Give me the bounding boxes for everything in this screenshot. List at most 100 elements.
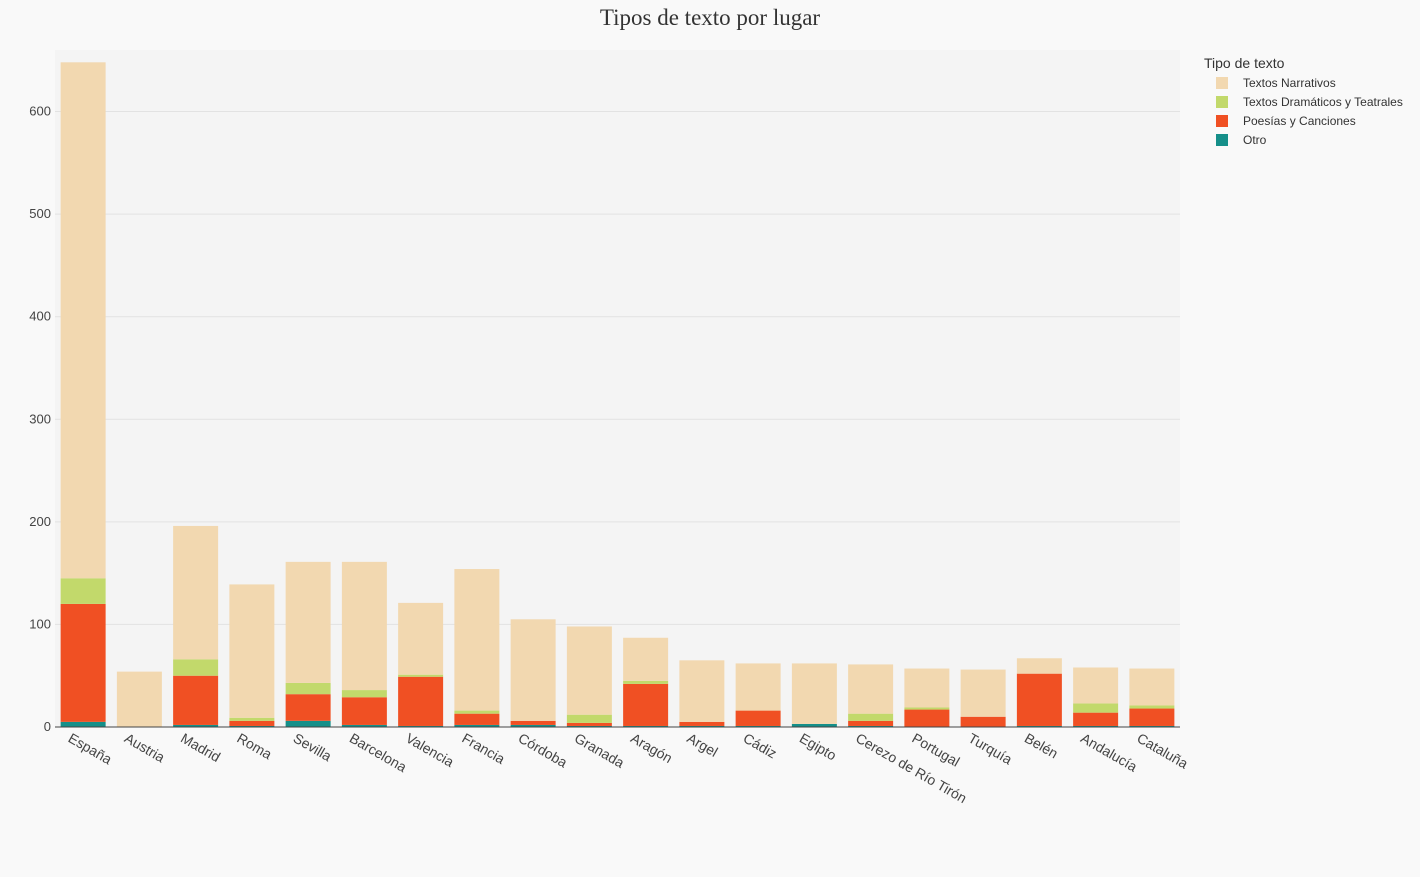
bar-poesias-y-canciones-andalucia[interactable] [1073, 712, 1119, 726]
bar-poesias-y-canciones-barcelona[interactable] [341, 697, 387, 725]
bar-otro-cataluna[interactable] [1129, 725, 1175, 727]
bar-poesias-y-canciones-espana[interactable] [60, 603, 106, 722]
legend-swatch-textos-narrativos[interactable] [1216, 77, 1228, 89]
legend-swatch-textos-dramaticos-y-teatrales[interactable] [1216, 96, 1228, 108]
bar-textos-dramaticos-y-teatrales-andalucia[interactable] [1073, 703, 1119, 713]
bar-otro-argel[interactable] [679, 725, 725, 727]
y-tick-label: 200 [29, 514, 51, 529]
legend-label-otro[interactable]: Otro [1243, 133, 1267, 147]
bar-poesias-y-canciones-cataluna[interactable] [1129, 708, 1175, 726]
bar-textos-narrativos-francia[interactable] [454, 569, 500, 711]
bar-textos-narrativos-portugal[interactable] [904, 668, 950, 708]
bar-poesias-y-canciones-portugal[interactable] [904, 709, 950, 727]
bar-textos-dramaticos-y-teatrales-portugal[interactable] [904, 707, 950, 710]
bar-textos-dramaticos-y-teatrales-aragon[interactable] [623, 680, 669, 684]
legend-swatch-poesias-y-canciones[interactable] [1216, 115, 1228, 127]
bar-textos-narrativos-granada[interactable] [566, 626, 612, 715]
bar-otro-roma[interactable] [229, 725, 275, 727]
bar-otro-francia[interactable] [454, 724, 500, 727]
bar-poesias-y-canciones-cadiz[interactable] [735, 710, 781, 726]
legend-label-textos-narrativos[interactable]: Textos Narrativos [1243, 76, 1336, 90]
bar-textos-narrativos-aragon[interactable] [623, 637, 669, 681]
bar-otro-sevilla[interactable] [285, 720, 331, 727]
x-tick-label: Francia [459, 730, 508, 767]
bar-textos-narrativos-cadiz[interactable] [735, 663, 781, 711]
bar-poesias-y-canciones-valencia[interactable] [398, 676, 444, 726]
x-tick-label: España [66, 730, 115, 768]
bar-textos-dramaticos-y-teatrales-valencia[interactable] [398, 674, 444, 677]
bar-textos-dramaticos-y-teatrales-madrid[interactable] [173, 659, 219, 676]
bar-poesias-y-canciones-roma[interactable] [229, 720, 275, 726]
bar-textos-narrativos-espana[interactable] [60, 62, 106, 579]
bar-poesias-y-canciones-madrid[interactable] [173, 675, 219, 725]
bar-textos-dramaticos-y-teatrales-granada[interactable] [566, 714, 612, 723]
bar-textos-narrativos-cerezo-de-rio-tiron[interactable] [848, 664, 894, 714]
bar-textos-dramaticos-y-teatrales-francia[interactable] [454, 710, 500, 714]
legend-label-poesias-y-canciones[interactable]: Poesías y Canciones [1243, 114, 1356, 128]
bar-textos-narrativos-egipto[interactable] [791, 663, 837, 724]
legend-label-textos-dramaticos-y-teatrales[interactable]: Textos Dramáticos y Teatrales [1243, 95, 1403, 109]
legend-swatch-otro[interactable] [1216, 134, 1228, 146]
bar-textos-narrativos-sevilla[interactable] [285, 561, 331, 683]
bar-textos-narrativos-valencia[interactable] [398, 602, 444, 675]
x-tick-label: Austria [122, 730, 168, 766]
bar-textos-dramaticos-y-teatrales-barcelona[interactable] [341, 690, 387, 698]
bar-otro-cordoba[interactable] [510, 724, 556, 727]
chart-title: Tipos de texto por lugar [600, 5, 821, 30]
bar-textos-dramaticos-y-teatrales-cataluna[interactable] [1129, 705, 1175, 709]
bar-textos-narrativos-barcelona[interactable] [341, 561, 387, 691]
x-tick-label: Cataluña [1134, 730, 1191, 772]
bar-textos-narrativos-roma[interactable] [229, 584, 275, 718]
bar-poesias-y-canciones-argel[interactable] [679, 721, 725, 726]
y-tick-label: 500 [29, 206, 51, 221]
x-tick-label: Barcelona [347, 730, 410, 775]
bars [60, 62, 1175, 727]
bar-textos-narrativos-cataluna[interactable] [1129, 668, 1175, 706]
bar-textos-narrativos-austria[interactable] [116, 671, 162, 727]
bar-otro-cadiz[interactable] [735, 725, 781, 727]
bar-otro-aragon[interactable] [623, 725, 669, 727]
bar-otro-cerezo-de-rio-tiron[interactable] [848, 725, 894, 727]
bar-textos-dramaticos-y-teatrales-roma[interactable] [229, 717, 275, 721]
bar-otro-espana[interactable] [60, 721, 106, 727]
bar-otro-egipto[interactable] [791, 723, 837, 727]
x-tick-label: Aragón [628, 730, 675, 766]
bar-otro-granada[interactable] [566, 725, 612, 727]
y-axis: 0 100 200 300 400 500 600 [29, 104, 51, 734]
bar-otro-madrid[interactable] [173, 724, 219, 727]
y-tick-label: 100 [29, 616, 51, 631]
bar-poesias-y-canciones-aragon[interactable] [623, 683, 669, 726]
x-tick-label: Cádiz [741, 730, 780, 762]
bar-poesias-y-canciones-turquia[interactable] [960, 716, 1006, 727]
x-tick-label: Granada [572, 730, 627, 771]
bar-otro-barcelona[interactable] [341, 724, 387, 727]
bar-poesias-y-canciones-cordoba[interactable] [510, 720, 556, 725]
bar-textos-narrativos-argel[interactable] [679, 660, 725, 722]
y-tick-label: 0 [44, 719, 51, 734]
bar-poesias-y-canciones-sevilla[interactable] [285, 694, 331, 721]
bar-otro-andalucia[interactable] [1073, 725, 1119, 727]
x-tick-label: Roma [234, 730, 275, 763]
legend: Tipo de texto Textos Narrativos Textos Dr… [1204, 55, 1403, 147]
x-axis: España Austria Madrid Roma Sevilla BarcelonaV… [66, 730, 1191, 807]
bar-poesias-y-canciones-granada[interactable] [566, 722, 612, 726]
bar-textos-dramaticos-y-teatrales-sevilla[interactable] [285, 682, 331, 695]
bar-poesias-y-canciones-cerezo-de-rio-tiron[interactable] [848, 720, 894, 726]
bar-textos-narrativos-belen[interactable] [1016, 658, 1062, 674]
x-tick-label: Madrid [178, 730, 223, 765]
bar-otro-belen[interactable] [1016, 725, 1062, 727]
bar-poesias-y-canciones-belen[interactable] [1016, 673, 1062, 726]
bar-otro-valencia[interactable] [398, 725, 444, 727]
bar-textos-narrativos-madrid[interactable] [173, 525, 219, 660]
bar-textos-narrativos-cordoba[interactable] [510, 619, 556, 721]
x-tick-label: Egipto [797, 730, 840, 764]
bar-poesias-y-canciones-francia[interactable] [454, 713, 500, 725]
gridlines [55, 111, 1180, 625]
bar-textos-narrativos-turquia[interactable] [960, 669, 1006, 717]
bar-textos-dramaticos-y-teatrales-cerezo-de-rio-tiron[interactable] [848, 713, 894, 721]
bar-textos-narrativos-andalucia[interactable] [1073, 667, 1119, 704]
y-tick-label: 300 [29, 411, 51, 426]
y-tick-label: 400 [29, 309, 51, 324]
bar-textos-dramaticos-y-teatrales-espana[interactable] [60, 578, 106, 604]
